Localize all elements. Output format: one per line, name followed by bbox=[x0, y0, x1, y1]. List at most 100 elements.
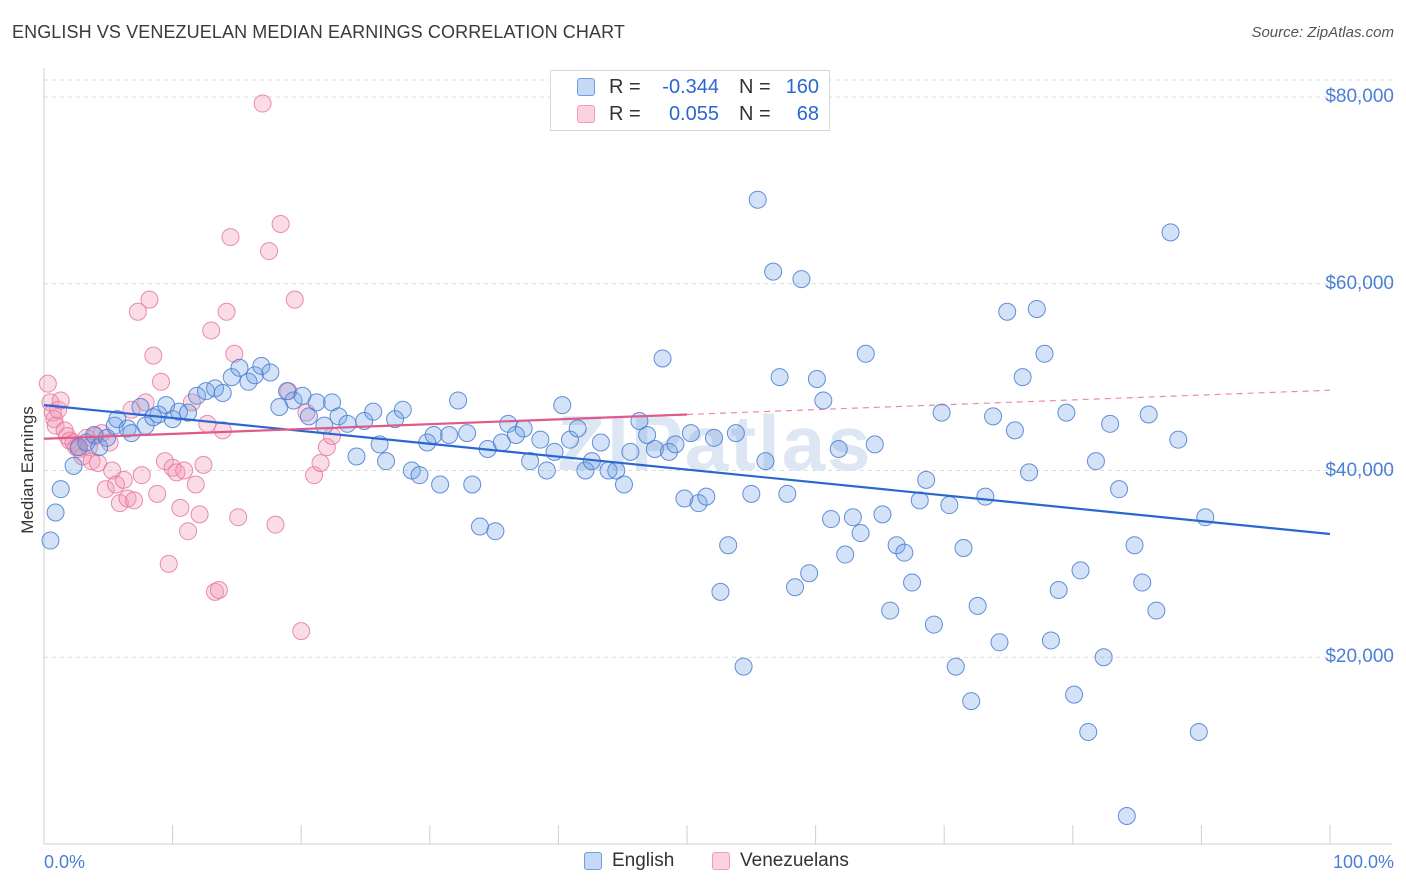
english-point bbox=[705, 428, 724, 447]
english-point bbox=[1161, 223, 1180, 242]
english-point bbox=[1117, 806, 1136, 825]
venezuelan-point bbox=[159, 554, 178, 573]
english-point bbox=[576, 461, 595, 480]
english-point bbox=[1125, 536, 1144, 555]
english-point bbox=[675, 489, 694, 508]
english-swatch bbox=[577, 78, 595, 96]
english-points bbox=[41, 190, 1215, 825]
english-point bbox=[188, 386, 207, 405]
english-point bbox=[1101, 414, 1120, 433]
english-point bbox=[726, 424, 745, 443]
english-point bbox=[245, 366, 264, 385]
english-point bbox=[895, 543, 914, 562]
english-point bbox=[431, 475, 450, 494]
venezuelan-point bbox=[148, 484, 167, 503]
venezuelan-point bbox=[38, 374, 57, 393]
english-point bbox=[424, 426, 443, 445]
english-point bbox=[917, 470, 936, 489]
english-point bbox=[355, 412, 374, 431]
english-point bbox=[756, 452, 775, 471]
y-tick-label-80000: $80,000 bbox=[1325, 86, 1394, 107]
english-point bbox=[149, 405, 168, 424]
venezuelan-point bbox=[175, 461, 194, 480]
english-point bbox=[338, 414, 357, 433]
english-point bbox=[1071, 561, 1090, 580]
english-point bbox=[946, 657, 965, 676]
correlation-legend: R = -0.344 N = 160 R = 0.055 N = 68 bbox=[550, 70, 830, 131]
legend-item-venezuelans[interactable]: Venezuelans bbox=[712, 850, 849, 872]
english-point bbox=[924, 615, 943, 634]
venezuelan-point bbox=[190, 505, 209, 524]
y-tick-label-60000: $60,000 bbox=[1325, 272, 1394, 294]
venezuelan-point bbox=[171, 498, 190, 517]
english-point bbox=[393, 400, 412, 419]
english-point bbox=[568, 419, 587, 438]
english-point bbox=[621, 442, 640, 461]
venezuelan-point bbox=[253, 94, 272, 113]
english-point bbox=[653, 349, 672, 368]
english-point bbox=[1065, 685, 1084, 704]
english-point bbox=[239, 372, 258, 391]
english-point bbox=[463, 475, 482, 494]
legend-item-english[interactable]: English bbox=[584, 850, 674, 872]
venezuelan-point bbox=[285, 290, 304, 309]
english-legend-swatch bbox=[584, 852, 602, 870]
english-point bbox=[410, 466, 429, 485]
english-point bbox=[386, 410, 405, 429]
english-point bbox=[64, 456, 83, 475]
english-point bbox=[230, 358, 249, 377]
english-point bbox=[213, 383, 232, 402]
english-point bbox=[843, 508, 862, 527]
english-point bbox=[1079, 722, 1098, 741]
english-point bbox=[122, 424, 141, 443]
english-point bbox=[486, 522, 505, 541]
venezuelan-point bbox=[128, 302, 147, 321]
english-point bbox=[645, 440, 664, 459]
english-point bbox=[261, 363, 280, 382]
english-point bbox=[284, 391, 303, 410]
venezuelan-point bbox=[132, 466, 151, 485]
venezuelan-point bbox=[260, 242, 279, 261]
english-point bbox=[681, 424, 700, 443]
english-point bbox=[990, 633, 1009, 652]
english-point bbox=[1035, 344, 1054, 363]
english-point bbox=[46, 503, 65, 522]
english-point bbox=[697, 487, 716, 506]
english-point bbox=[1041, 631, 1060, 650]
english-point bbox=[770, 368, 789, 387]
english-point bbox=[659, 442, 678, 461]
venezuelan-point bbox=[213, 421, 232, 440]
english-point bbox=[968, 596, 987, 615]
english-point bbox=[638, 426, 657, 445]
venezuelan-r-label: R = bbox=[609, 102, 641, 125]
english-point bbox=[1147, 601, 1166, 620]
english-point bbox=[954, 539, 973, 558]
english-point bbox=[377, 452, 396, 471]
venezuelan-point bbox=[311, 454, 330, 473]
venezuelan-point bbox=[114, 470, 133, 489]
venezuelan-point bbox=[89, 454, 108, 473]
legend-row-english: R = -0.344 N = 160 bbox=[551, 75, 819, 99]
english-point bbox=[742, 484, 761, 503]
venezuelan-r-value: 0.055 bbox=[668, 102, 719, 125]
english-point bbox=[865, 435, 884, 454]
chart-title: ENGLISH VS VENEZUELAN MEDIAN EARNINGS CO… bbox=[12, 22, 625, 42]
english-point bbox=[998, 302, 1017, 321]
english-point bbox=[1094, 648, 1113, 667]
english-point bbox=[764, 262, 783, 281]
english-point bbox=[711, 582, 730, 601]
english-point bbox=[458, 424, 477, 443]
english-point bbox=[748, 190, 767, 209]
english-point bbox=[786, 578, 805, 597]
english-point bbox=[1057, 403, 1076, 422]
venezuelan-point bbox=[229, 508, 248, 527]
english-point bbox=[1189, 722, 1208, 741]
venezuelan-point bbox=[167, 463, 186, 482]
venezuelan-point bbox=[80, 438, 99, 457]
english-point bbox=[307, 393, 326, 412]
venezuelan-n-label: N = bbox=[739, 102, 771, 125]
english-point bbox=[1110, 480, 1129, 499]
y-tick-label-20000: $20,000 bbox=[1325, 646, 1394, 668]
english-point bbox=[591, 433, 610, 452]
